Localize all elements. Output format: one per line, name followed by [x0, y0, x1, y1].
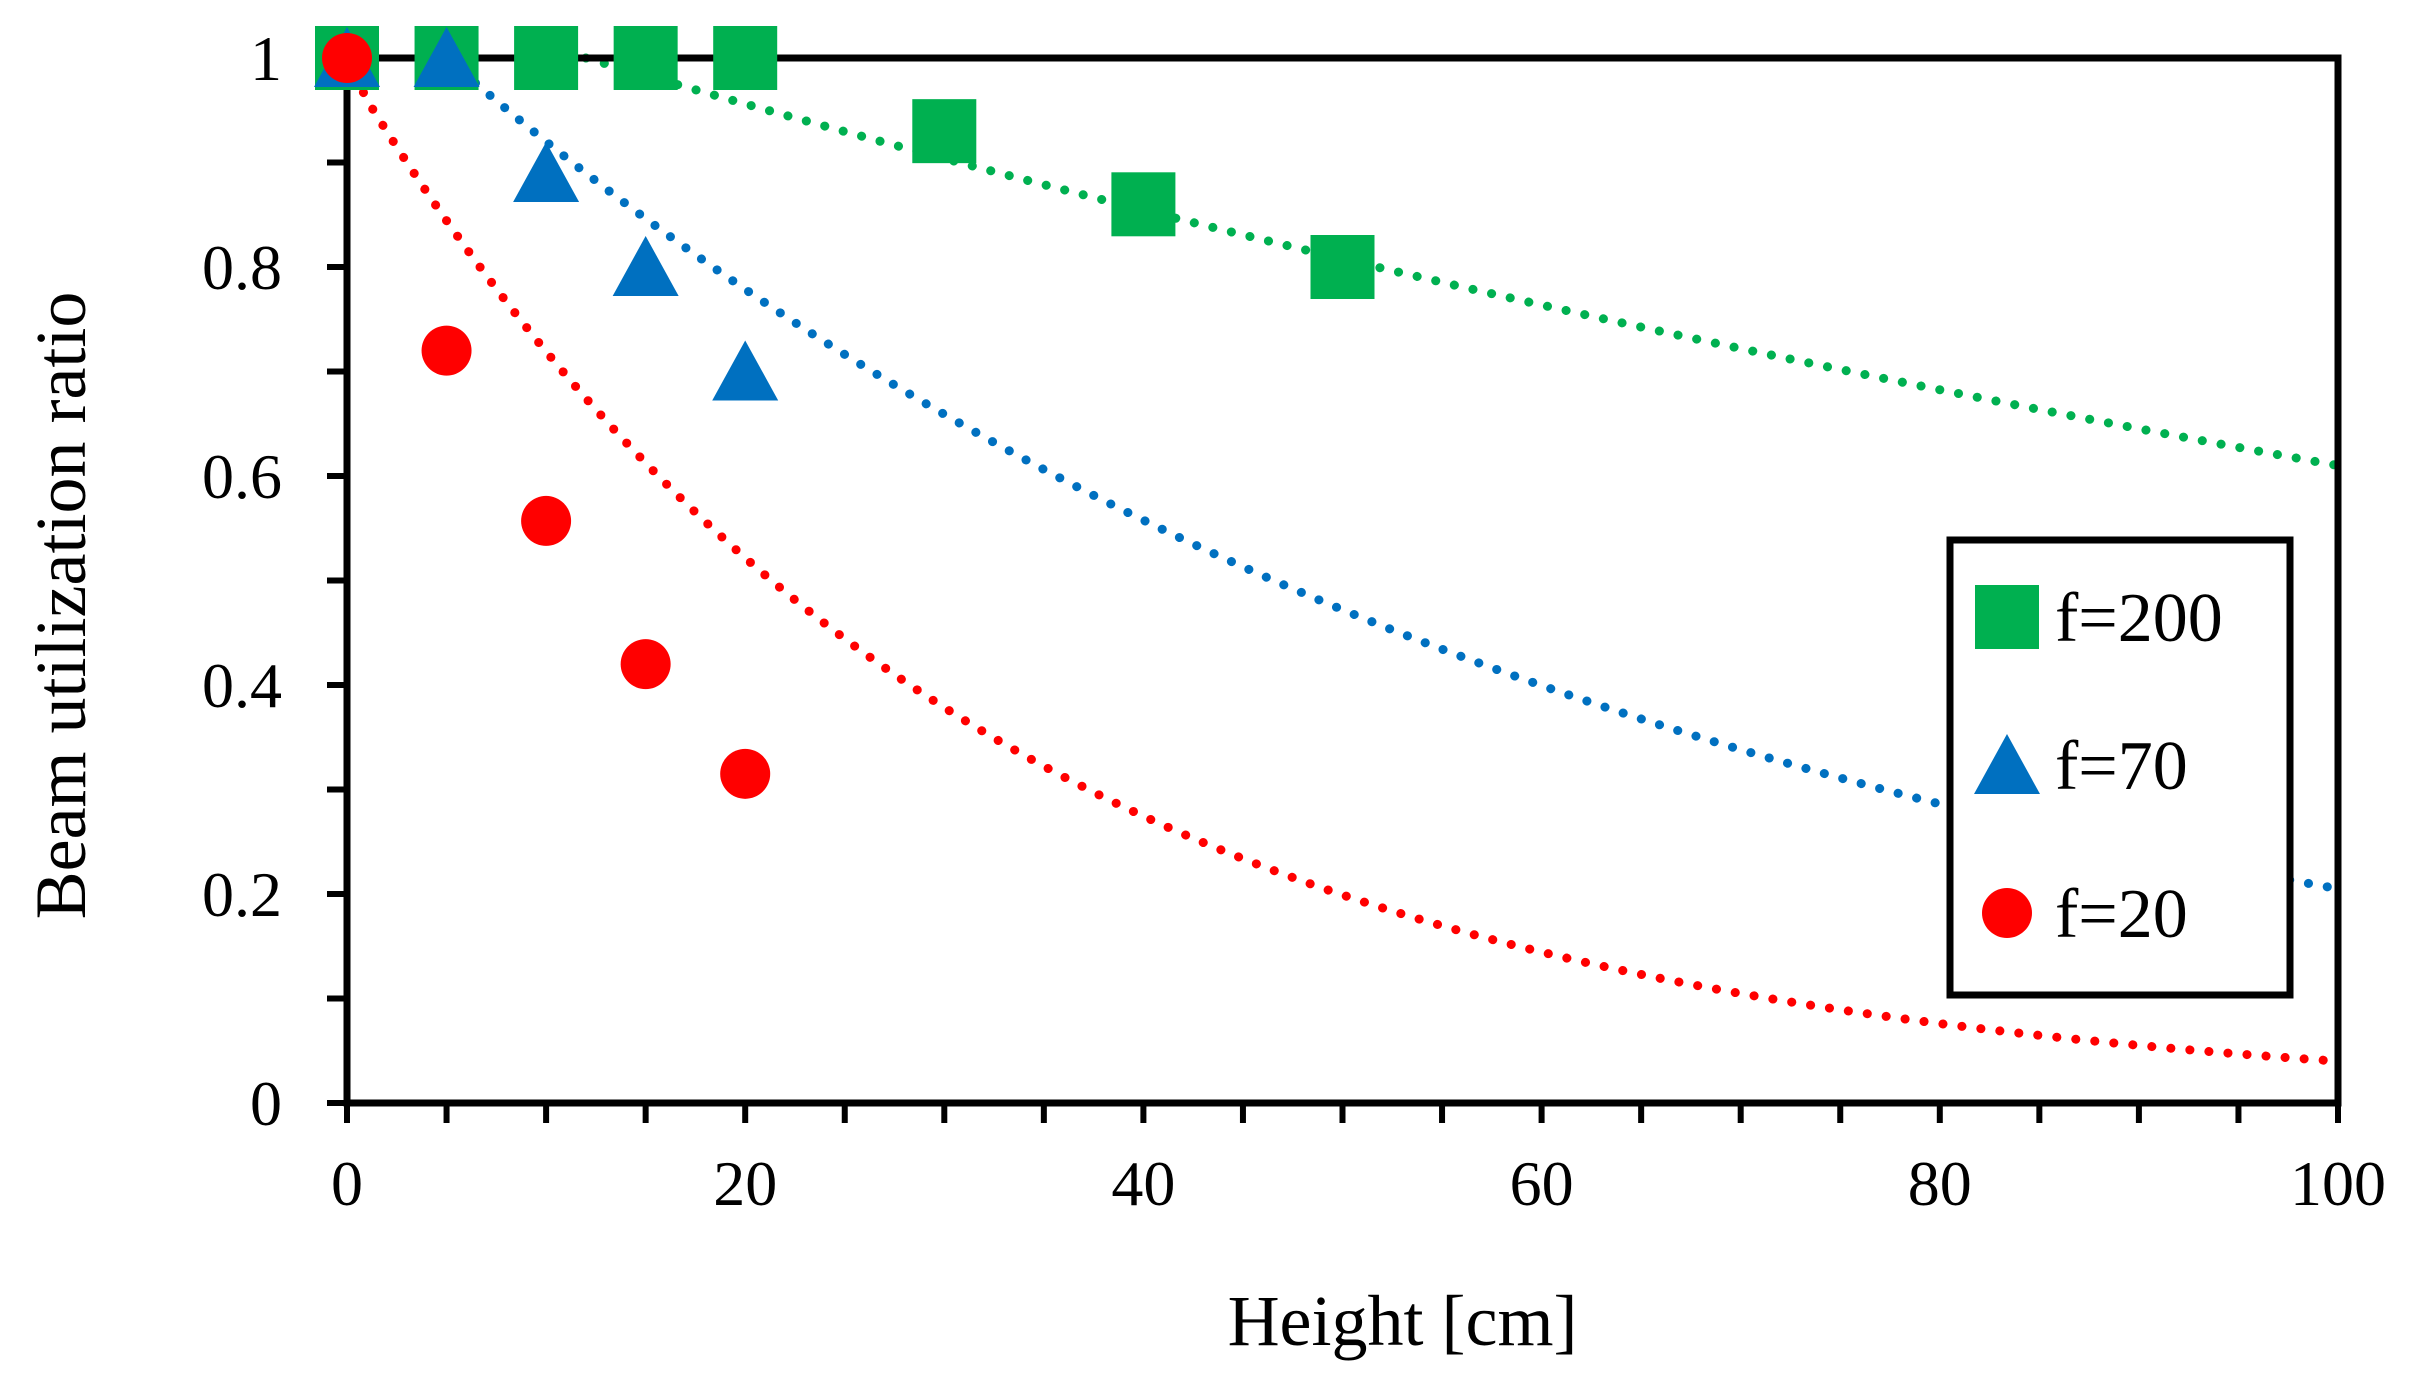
trendline-layer	[342, 53, 2343, 1066]
data-point-f20	[521, 495, 572, 546]
legend-label-f200: f=200	[2055, 580, 2223, 657]
y-tick-label: 0.4	[202, 650, 282, 721]
y-tick-label: 0.6	[202, 441, 282, 512]
trendline-f70	[442, 53, 2343, 894]
data-point-f20	[322, 33, 372, 83]
data-point-f70	[712, 340, 779, 401]
x-tick-label: 0	[331, 1148, 363, 1219]
axis-label-layer: 0 20 40 60 80 100 0 0.2 0.4 0.6 0.8 1 Height [cm] Bea…	[21, 23, 2386, 1361]
x-tick-label: 80	[1908, 1148, 1972, 1219]
trendline-f200	[581, 53, 2343, 471]
data-point-f200	[912, 99, 977, 164]
data-point-f20	[720, 748, 771, 799]
y-tick-label: 1	[250, 23, 282, 94]
y-tick-label: 0.2	[202, 859, 282, 930]
y-tick-label: 0	[250, 1068, 282, 1139]
data-point-f200	[713, 26, 778, 90]
data-point-f20	[421, 325, 472, 376]
data-point-f200	[514, 26, 579, 90]
data-point-f200	[1310, 235, 1375, 299]
x-tick-label: 40	[1111, 1148, 1175, 1219]
data-point-f70	[413, 27, 480, 87]
x-tick-label: 60	[1510, 1148, 1574, 1219]
data-point-f20	[620, 639, 671, 690]
y-tick-label: 0.8	[202, 232, 282, 303]
legend-marker-f200	[1975, 585, 2039, 649]
legend-marker-f20	[1982, 888, 2032, 938]
data-point-f200	[613, 26, 678, 90]
data-point-f200	[1111, 172, 1176, 237]
data-point-f70	[513, 141, 580, 202]
legend: f=200 f=70 f=20	[1946, 536, 2294, 999]
trendline-f20	[342, 53, 2343, 1066]
axes-layer	[327, 54, 2342, 1123]
legend-marker-f70	[1974, 734, 2040, 794]
data-point-layer	[314, 26, 1375, 799]
legend-label-f70: f=70	[2055, 728, 2188, 805]
x-tick-label: 20	[713, 1148, 777, 1219]
legend-label-f20: f=20	[2055, 876, 2188, 953]
x-axis-title: Height [cm]	[1228, 1281, 1578, 1361]
x-tick-label: 100	[2290, 1148, 2386, 1219]
y-axis-title: Beam utilization ratio	[21, 292, 101, 920]
data-point-f70	[612, 236, 679, 296]
